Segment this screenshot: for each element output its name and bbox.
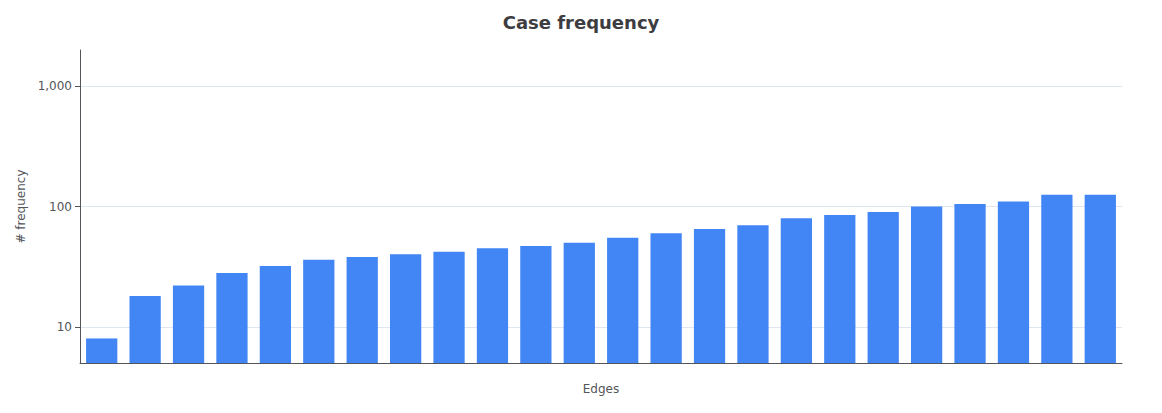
svg-text:1,000: 1,000 [38,79,72,93]
svg-text:10: 10 [57,320,72,334]
svg-text:100: 100 [49,200,72,214]
svg-text:# frequency: # frequency [14,169,28,243]
svg-text:Edges: Edges [583,382,619,396]
svg-text:Case frequency: Case frequency [503,12,660,33]
